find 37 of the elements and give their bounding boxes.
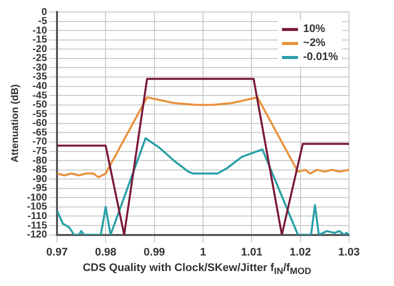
y-tick-label: 0 — [41, 6, 48, 18]
legend-label: 10% — [303, 23, 326, 35]
y-tick-label: -65 — [32, 127, 48, 138]
y-tick-label: -60 — [32, 118, 48, 130]
y-tick-label: -95 — [32, 183, 48, 194]
y-tick-label: -30 — [32, 62, 48, 74]
y-tick-label: -105 — [27, 202, 48, 213]
y-tick-label: -90 — [32, 174, 48, 185]
y-tick-label: -75 — [32, 146, 48, 157]
y-tick-label: -15 — [32, 34, 48, 46]
y-tick-label: -115 — [28, 220, 48, 232]
y-tick-label: -120 — [27, 230, 48, 241]
x-tick-label: 1.03 — [338, 246, 360, 258]
y-tick-label: -85 — [32, 164, 48, 176]
y-tick-label: -40 — [32, 81, 48, 92]
y-tick-label: -25 — [32, 53, 48, 64]
y-tick-label: -5 — [38, 16, 48, 28]
y-tick-label: -45 — [32, 90, 48, 102]
y-tick-label: -110 — [28, 210, 48, 222]
y-tick-label: -80 — [32, 155, 48, 166]
y-tick-label: -100 — [27, 192, 48, 204]
x-tick-label: 0.98 — [94, 246, 116, 258]
x-tick-label: 1 — [200, 246, 206, 258]
x-tick-label: 1.01 — [240, 246, 262, 258]
x-tick-label: 0.99 — [144, 246, 166, 258]
legend-label: -0.01% — [303, 51, 338, 63]
y-tick-label: -50 — [32, 100, 48, 111]
y-tick-label: -35 — [32, 72, 48, 83]
y-tick-label: -20 — [32, 44, 48, 55]
x-tick-label: 1.02 — [290, 246, 312, 258]
x-tick-label: 0.97 — [46, 246, 68, 258]
y-tick-label: -10 — [32, 25, 48, 36]
y-tick-label: -55 — [32, 108, 48, 120]
legend-label: ~2% — [303, 37, 326, 49]
y-tick-label: -70 — [32, 136, 48, 148]
x-axis-title: CDS Quality with Clock/SKew/Jitter f$_{IN}$/f$_{MOD}$ — [82, 262, 312, 276]
y-axis-title: Attenuation (dB) — [10, 84, 21, 163]
